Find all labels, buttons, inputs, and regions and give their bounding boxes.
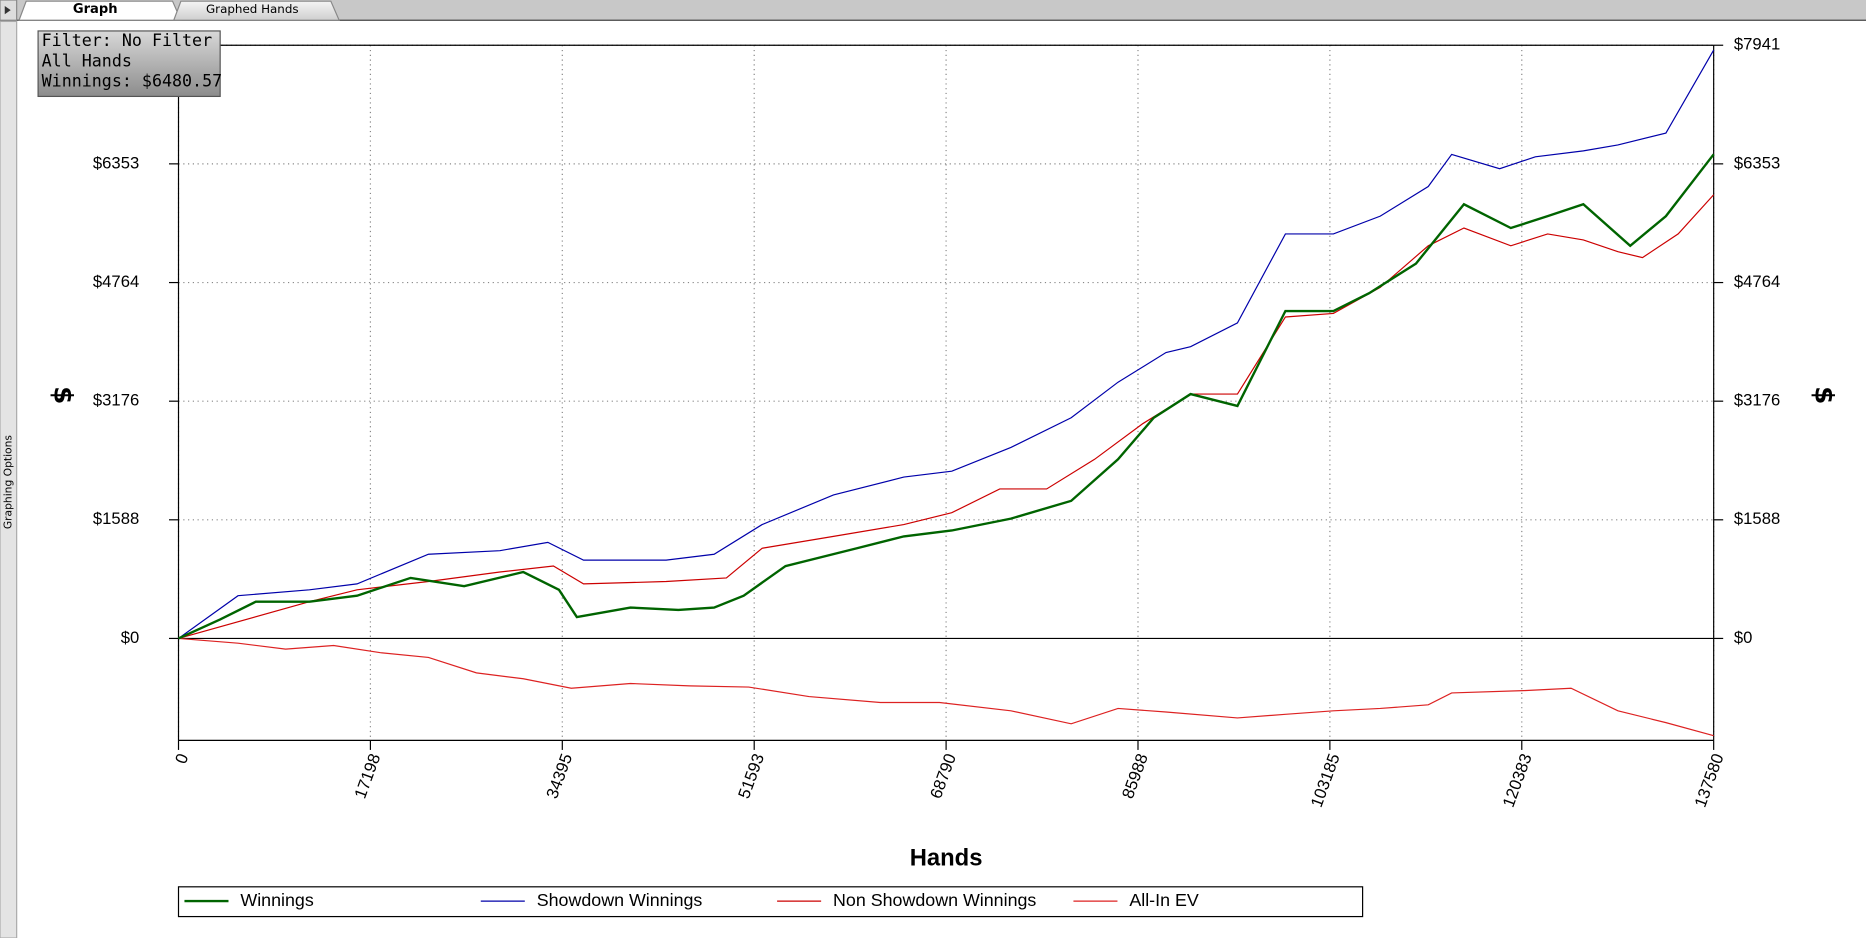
sidebar-label[interactable]: Graphing Options — [1, 435, 14, 530]
plot: 0 17198 34395 51593 68790 85988 103185 120383 13… — [47, 35, 1839, 918]
tab-label[interactable]: Graph — [73, 2, 118, 17]
filter-line: Filter: No Filter — [42, 31, 212, 50]
filter-line: All Hands — [42, 51, 132, 70]
series-line — [178, 194, 1715, 640]
y2-axis-title: $ — [1809, 386, 1839, 404]
y2-tick-label: $3176 — [1734, 391, 1780, 410]
x-tick-label: 51593 — [734, 751, 768, 801]
filter-line: Winnings: $6480.57 — [42, 72, 222, 91]
toggle-arrow — [4, 5, 11, 15]
legend-label: Non Showdown Winnings — [833, 890, 1036, 910]
x-tick-label: 103185 — [1307, 751, 1344, 810]
y2-tick-label: $4764 — [1734, 272, 1780, 291]
x-tick-label: 137580 — [1691, 751, 1728, 810]
y2-tick-label: $0 — [1734, 628, 1753, 647]
tab-label[interactable]: Graphed Hands — [206, 2, 299, 16]
y-tick-label: $0 — [121, 628, 140, 647]
y2-tick-label: $6353 — [1734, 153, 1780, 172]
legend-label: Showdown Winnings — [537, 890, 703, 910]
y2-tick-label: $7941 — [1734, 35, 1780, 54]
y-tick-label: $1588 — [93, 509, 139, 528]
x-tick-label: 85988 — [1118, 751, 1152, 801]
tab-graphed-hands[interactable] — [172, 0, 341, 21]
tab-bar — [0, 0, 1866, 21]
series-line — [178, 637, 1714, 737]
x-tick-label: 17198 — [351, 751, 385, 801]
legend-label: Winnings — [240, 890, 313, 910]
sidebar[interactable] — [0, 20, 18, 938]
y2-tick-label: $1588 — [1734, 509, 1780, 528]
x-tick-label: 68790 — [926, 751, 960, 801]
legend-label: All-In EV — [1129, 890, 1199, 910]
y-tick-label: $6353 — [93, 153, 139, 172]
y-axis-title: $ — [47, 386, 77, 404]
tab-graph[interactable] — [18, 0, 182, 21]
filter-box — [37, 30, 221, 98]
y-tick-label: $3176 — [93, 391, 139, 410]
series-line — [178, 153, 1715, 640]
x-tick-label: 0 — [171, 751, 192, 766]
x-tick-label: 120383 — [1499, 751, 1536, 810]
y-tick-label: $4764 — [93, 272, 139, 291]
x-tick-label: 34395 — [542, 751, 576, 801]
x-axis-title: Hands — [910, 845, 983, 872]
legend — [177, 886, 1364, 918]
series-line — [178, 49, 1715, 639]
